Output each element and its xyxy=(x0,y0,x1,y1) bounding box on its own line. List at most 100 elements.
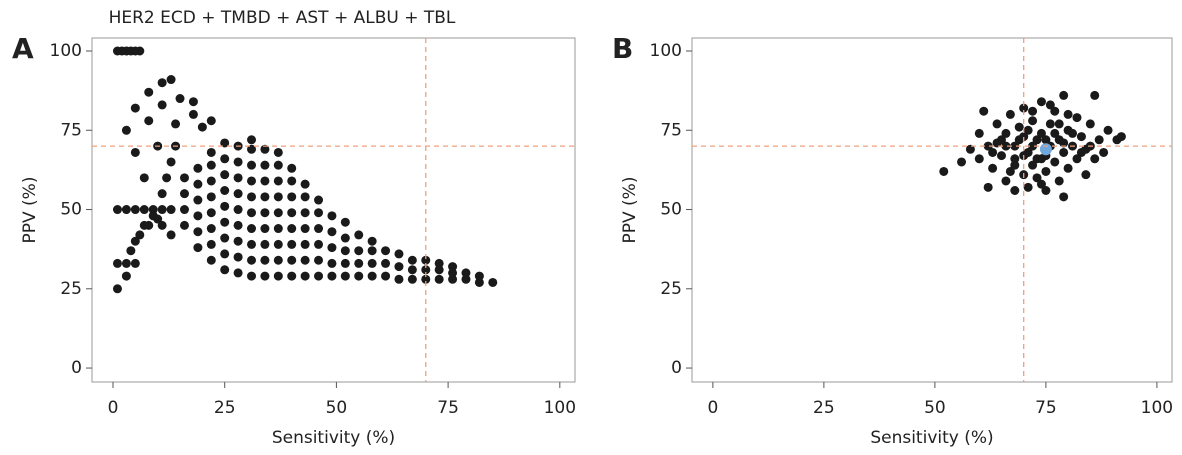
data-point xyxy=(327,271,337,281)
data-point xyxy=(1041,166,1051,176)
data-point xyxy=(340,217,350,227)
data-point xyxy=(300,192,310,202)
data-point xyxy=(287,192,297,202)
data-point xyxy=(394,262,404,272)
data-point xyxy=(130,205,140,215)
data-point xyxy=(157,78,167,88)
data-point xyxy=(206,147,216,157)
data-point xyxy=(1099,147,1109,157)
data-point xyxy=(488,277,498,287)
data-point xyxy=(273,160,283,170)
data-point xyxy=(206,255,216,265)
data-point xyxy=(1010,186,1020,196)
data-point xyxy=(121,258,131,268)
data-point xyxy=(135,46,145,56)
data-point xyxy=(327,243,337,253)
data-point xyxy=(287,176,297,186)
data-point xyxy=(988,163,998,173)
data-point xyxy=(1023,125,1033,135)
data-point xyxy=(179,173,189,183)
data-point xyxy=(300,224,310,234)
data-point xyxy=(1028,141,1038,151)
data-point xyxy=(144,116,154,126)
data-point xyxy=(1010,141,1020,151)
y-tick-label: 50 xyxy=(60,200,82,220)
data-point xyxy=(988,147,998,157)
data-point xyxy=(247,160,257,170)
data-point xyxy=(166,230,176,240)
data-point xyxy=(983,141,993,151)
data-point xyxy=(139,205,149,215)
data-point xyxy=(175,94,185,104)
data-point xyxy=(1032,135,1042,145)
x-axis-label: Sensitivity (%) xyxy=(870,428,993,448)
data-point xyxy=(1023,147,1033,157)
data-point xyxy=(233,157,243,167)
data-point xyxy=(354,230,364,240)
data-point xyxy=(1032,154,1042,164)
data-point xyxy=(1059,147,1069,157)
data-point xyxy=(188,97,198,107)
data-point xyxy=(220,186,230,196)
data-point xyxy=(166,75,176,85)
x-tick-label: 100 xyxy=(1141,398,1173,418)
data-point xyxy=(166,157,176,167)
data-point xyxy=(1050,106,1060,116)
data-point xyxy=(197,122,207,132)
data-point xyxy=(121,271,131,281)
data-point xyxy=(367,246,377,256)
y-tick-label: 0 xyxy=(671,358,682,378)
data-point xyxy=(340,233,350,243)
data-point xyxy=(188,109,198,119)
x-tick-label: 75 xyxy=(437,398,459,418)
data-point xyxy=(1036,128,1046,138)
data-point xyxy=(193,227,203,237)
data-point xyxy=(121,205,131,215)
x-tick-label: 0 xyxy=(108,398,119,418)
x-tick-label: 0 xyxy=(707,398,718,418)
data-point xyxy=(130,236,140,246)
data-point xyxy=(1085,119,1095,129)
data-point xyxy=(287,239,297,249)
data-point xyxy=(300,179,310,189)
data-point xyxy=(144,87,154,97)
data-point xyxy=(957,157,967,167)
y-axis-label: PPV (%) xyxy=(620,177,640,244)
x-tick-label: 50 xyxy=(924,398,946,418)
data-point xyxy=(965,144,975,154)
data-point xyxy=(1050,157,1060,167)
data-point xyxy=(157,100,167,110)
data-point xyxy=(381,246,391,256)
data-point xyxy=(354,258,364,268)
data-point xyxy=(193,179,203,189)
data-point xyxy=(1072,154,1082,164)
data-point xyxy=(314,195,324,205)
data-point xyxy=(139,173,149,183)
data-point xyxy=(394,274,404,284)
data-point xyxy=(220,249,230,259)
data-point xyxy=(1045,100,1055,110)
data-point xyxy=(327,211,337,221)
data-point xyxy=(233,220,243,230)
data-point xyxy=(260,255,270,265)
data-point xyxy=(327,227,337,237)
x-axis-label: Sensitivity (%) xyxy=(272,428,395,448)
data-point xyxy=(1090,154,1100,164)
data-point xyxy=(1041,135,1051,145)
data-point xyxy=(367,236,377,246)
data-point xyxy=(112,258,122,268)
data-point xyxy=(300,255,310,265)
data-point xyxy=(130,258,140,268)
data-point xyxy=(1005,166,1015,176)
data-point xyxy=(992,119,1002,129)
data-point xyxy=(157,220,167,230)
data-point xyxy=(1032,173,1042,183)
data-point xyxy=(1001,128,1011,138)
data-point xyxy=(206,160,216,170)
data-point xyxy=(1081,170,1091,180)
data-point xyxy=(233,268,243,278)
data-point xyxy=(260,144,270,154)
data-point xyxy=(1014,122,1024,132)
data-point xyxy=(112,205,122,215)
data-point xyxy=(1010,160,1020,170)
